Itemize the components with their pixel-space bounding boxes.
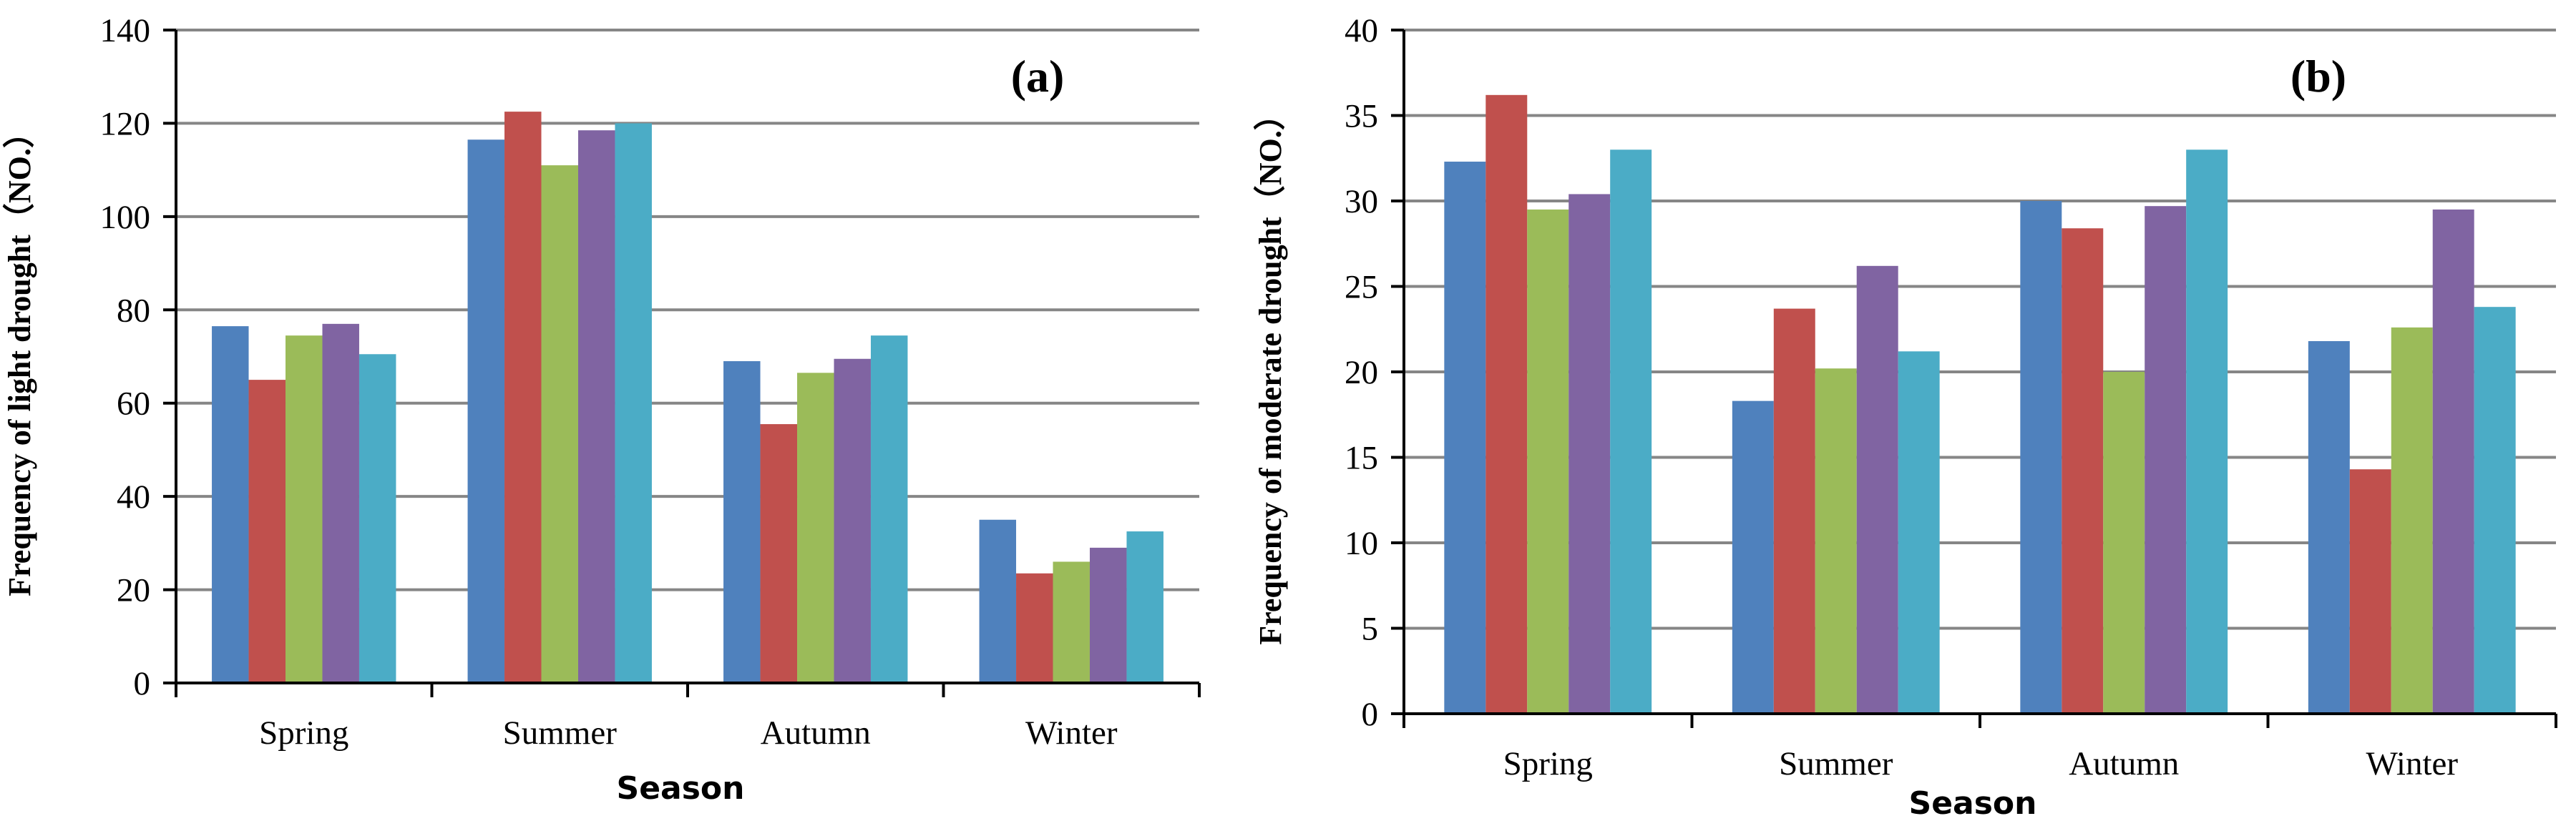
chart-panel-a: 0 20 40 60 80 100 120 140 Spring Summer Autumn Wint… (2, 12, 1201, 807)
bar (2474, 307, 2516, 714)
bars (212, 112, 1163, 684)
bar (248, 380, 286, 683)
y-tick-label: 20 (1345, 354, 1378, 391)
x-tick-label: Summer (1779, 745, 1893, 782)
bar (1485, 94, 1528, 714)
x-axis-title: Season (617, 770, 745, 807)
bar (2145, 206, 2187, 714)
y-axis-title: Frequency of moderate drought（NO.） (1253, 99, 1288, 644)
y-tick-label: 10 (1345, 525, 1378, 562)
x-tick-label: Summer (503, 714, 618, 752)
bar (2020, 201, 2062, 714)
bar (1053, 561, 1090, 683)
y-tick-label: 40 (1345, 12, 1378, 49)
y-tick-label: 120 (100, 105, 151, 142)
bar (541, 165, 578, 683)
bar (1089, 547, 1127, 683)
panel-label: (b) (2290, 51, 2346, 102)
bar (577, 130, 615, 684)
bar (834, 358, 871, 683)
bar (2391, 327, 2433, 714)
x-axis-title: Season (1909, 785, 2037, 821)
bar (1568, 194, 1611, 714)
y-tick-label: 80 (117, 292, 150, 329)
bars (1444, 94, 2516, 714)
bar (2308, 340, 2350, 714)
x-tick-label: Spring (1503, 745, 1593, 782)
x-tick-label: Autumn (761, 714, 871, 752)
y-tick-label: 30 (1345, 183, 1378, 220)
bar (760, 424, 798, 683)
bar (2103, 372, 2145, 714)
x-tick-label: Winter (1025, 714, 1118, 752)
bar (1815, 368, 1857, 714)
bar (870, 335, 908, 683)
bar (1016, 573, 1053, 683)
bar (797, 373, 834, 683)
y-tick-label: 40 (117, 478, 150, 516)
bar (212, 326, 249, 683)
y-tick-label: 0 (1362, 696, 1379, 733)
bar (286, 335, 323, 683)
bar (322, 323, 359, 683)
bar (1527, 209, 1569, 714)
y-axis-title: Frequency of light drought（NO.） (2, 117, 37, 596)
y-tick-label: 20 (117, 572, 150, 609)
y-tick-label: 25 (1345, 269, 1378, 306)
x-tick-label: Spring (259, 714, 348, 752)
bar (723, 361, 761, 683)
y-tick-label: 0 (134, 665, 151, 702)
panel-label: (a) (1011, 51, 1065, 102)
axes: 0 20 40 60 80 100 120 140 Spring Summer Autumn Wint… (100, 12, 1201, 752)
y-tick-label: 5 (1362, 611, 1379, 648)
bar (1898, 351, 1940, 714)
bar (1444, 162, 1486, 714)
bar (2432, 209, 2474, 714)
bar (1610, 149, 1652, 714)
y-tick-label: 60 (117, 385, 150, 423)
axes: 0 5 10 15 20 25 30 35 40 Spring Summer Autumn Winter (1345, 12, 2557, 782)
y-tick-label: 35 (1345, 98, 1378, 135)
bar (1732, 400, 1774, 714)
bar (1773, 308, 1815, 714)
x-tick-label: Autumn (2069, 745, 2179, 782)
y-tick-label: 140 (100, 12, 151, 49)
x-tick-label: Winter (2366, 745, 2458, 782)
bar (358, 354, 396, 683)
bar (2349, 469, 2391, 714)
bar (1126, 531, 1163, 683)
bar (2062, 228, 2104, 714)
bar (979, 519, 1017, 683)
bar (467, 139, 505, 684)
bar (504, 112, 542, 683)
y-tick-label: 100 (100, 199, 151, 236)
chart-panel-b: 0 5 10 15 20 25 30 35 40 Spring Summer Autumn Winter… (1253, 12, 2557, 821)
bar (1856, 265, 1898, 714)
y-tick-label: 15 (1345, 440, 1378, 477)
bar (615, 123, 652, 683)
bar (2186, 149, 2228, 714)
